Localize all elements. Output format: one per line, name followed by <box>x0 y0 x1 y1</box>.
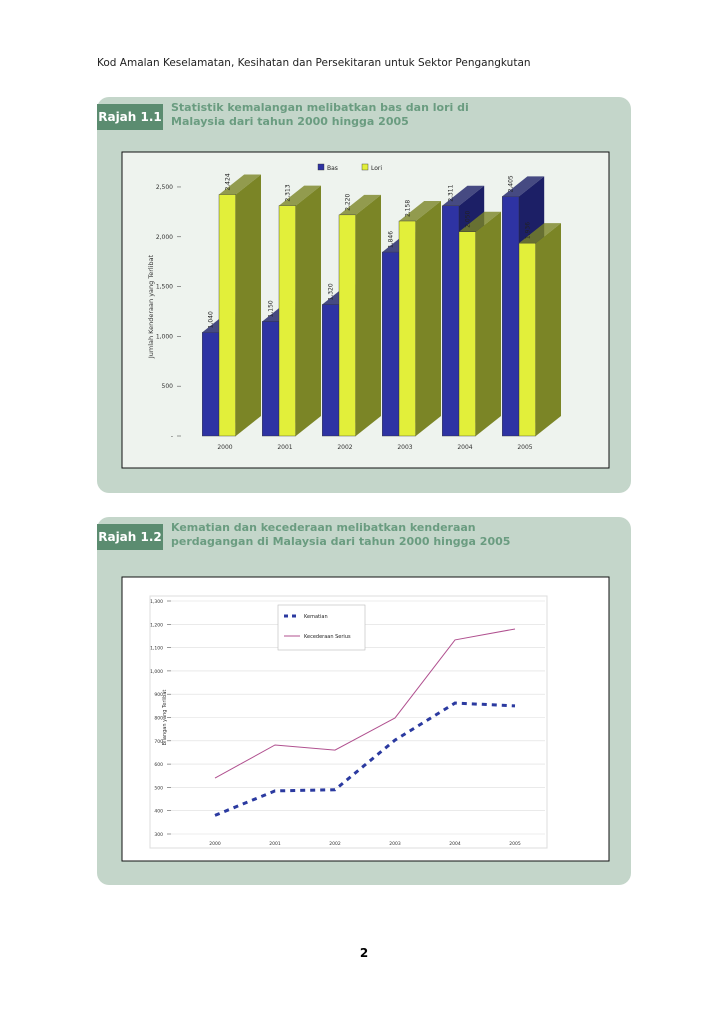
bar-top <box>279 185 321 206</box>
y-tick-label: 1,500 <box>156 284 173 291</box>
x-tick-label: 2004 <box>457 444 472 451</box>
x-tick-label: 2003 <box>389 841 401 847</box>
bar-top <box>519 223 561 244</box>
y-tick-label: 300 <box>154 832 163 838</box>
chart-frame <box>121 576 610 862</box>
y-tick-label: 2,000 <box>156 234 173 241</box>
legend-swatch <box>317 163 325 171</box>
bar <box>338 214 356 437</box>
bar <box>322 304 340 437</box>
bar <box>518 242 536 437</box>
bar <box>218 194 236 437</box>
plot-frame <box>149 595 548 849</box>
bar <box>382 251 400 437</box>
x-tick-label: 2005 <box>517 444 532 451</box>
bar-side <box>295 185 321 436</box>
bar-side <box>355 194 381 436</box>
bar <box>458 231 476 437</box>
bar-side <box>415 201 441 436</box>
value-label: 1,846 <box>388 231 395 248</box>
y-axis-label: Bilangan yang Terlibat <box>162 690 168 746</box>
y-tick-label: 1,000 <box>156 333 173 340</box>
bar-side <box>535 223 561 436</box>
y-tick-label: 500 <box>162 383 174 390</box>
bar <box>201 332 220 437</box>
y-tick-label: 800 <box>154 716 163 722</box>
x-tick-label: 2001 <box>269 841 281 847</box>
bar-top <box>339 194 381 215</box>
value-label: 1,040 <box>208 311 215 328</box>
y-tick-label: 1,000 <box>150 669 163 675</box>
bar <box>262 321 280 437</box>
bar <box>502 196 520 437</box>
value-label: 2,424 <box>224 173 231 190</box>
legend-label: Bas <box>327 165 338 172</box>
y-tick-label: 1,300 <box>150 599 163 605</box>
value-label: 1,320 <box>328 283 335 300</box>
legend-box <box>277 604 366 651</box>
x-tick-label: 2004 <box>449 841 461 847</box>
bar <box>278 205 296 437</box>
legend-label: Kecederaan Serius <box>304 634 351 640</box>
value-label: 2,158 <box>404 200 411 217</box>
x-tick-label: 2005 <box>509 841 521 847</box>
figure-caption: Kematian dan kecederaan melibatkan kende… <box>171 521 511 548</box>
value-label: 2,050 <box>464 210 471 227</box>
page-number: 2 <box>360 946 368 960</box>
legend-label: Kematian <box>304 614 328 620</box>
y-tick-label: 500 <box>154 785 163 791</box>
x-tick-label: 2002 <box>329 841 341 847</box>
y-tick-label: 2,500 <box>156 184 173 191</box>
bar-top <box>219 174 261 195</box>
bar <box>442 205 460 437</box>
bar-side <box>475 211 501 436</box>
figure-label: Rajah 1.2 <box>98 530 162 544</box>
bar-side <box>235 174 261 437</box>
bar-top <box>399 201 441 222</box>
y-tick-label: 1,100 <box>150 646 163 652</box>
value-label: 2,311 <box>448 184 455 201</box>
x-tick-label: 2003 <box>397 444 412 451</box>
y-axis-label: Jumlah Kenderaan yang Terlibat <box>147 254 155 359</box>
bar-top <box>502 176 545 197</box>
value-label: 2,313 <box>284 184 291 201</box>
y-tick-label: 600 <box>154 762 163 768</box>
y-tick-label: 400 <box>154 809 163 815</box>
x-tick-label: 2001 <box>277 444 292 451</box>
legend-swatch <box>361 163 369 171</box>
label-tab <box>97 104 163 130</box>
x-tick-label: 2000 <box>209 841 221 847</box>
bar-top <box>442 185 485 206</box>
label-tab <box>97 524 163 550</box>
y-tick-label: 700 <box>154 739 163 745</box>
legend-label: Lori <box>371 165 382 172</box>
value-label: 1,150 <box>268 300 275 317</box>
y-tick-label: - <box>171 433 173 440</box>
value-label: 2,405 <box>508 175 515 192</box>
figure-label: Rajah 1.1 <box>98 110 162 124</box>
x-tick-label: 2002 <box>337 444 352 451</box>
x-tick-label: 2000 <box>217 444 232 451</box>
value-label: 2,220 <box>344 193 351 210</box>
figure-caption: Statistik kemalangan melibatkan bas dan … <box>171 101 469 128</box>
y-tick-label: 900 <box>154 692 163 698</box>
bar-top <box>459 211 501 232</box>
line <box>214 628 516 779</box>
value-label: 1,936 <box>524 222 531 239</box>
header: Kod Amalan Keselamatan, Kesihatan dan Pe… <box>97 57 531 69</box>
y-tick-label: 1,200 <box>150 622 163 628</box>
line <box>214 701 516 817</box>
bar <box>398 220 416 437</box>
